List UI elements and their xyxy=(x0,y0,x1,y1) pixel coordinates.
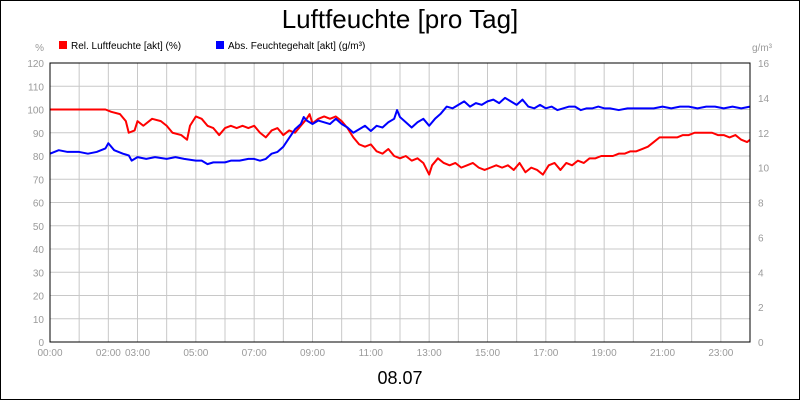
x-tick-label: 03:00 xyxy=(125,348,150,359)
left-tick-label: 80 xyxy=(33,152,45,163)
right-tick-label: 0 xyxy=(758,338,764,349)
left-tick-label: 100 xyxy=(27,106,44,117)
left-tick-label: 110 xyxy=(28,82,44,93)
x-tick-label: 05:00 xyxy=(183,348,208,359)
x-tick-label: 17:00 xyxy=(533,348,558,359)
left-tick-label: 30 xyxy=(33,268,45,279)
right-tick-label: 8 xyxy=(758,199,764,210)
left-axis-ticks: 0 10 20 30 40 50 60 70 80 90 100 110 120 xyxy=(27,59,44,349)
left-tick-label: 40 xyxy=(33,245,45,256)
x-tick-label: 02:00 xyxy=(96,348,121,359)
x-tick-label: 00:00 xyxy=(37,348,62,359)
series-line-abs-humidity xyxy=(49,96,751,166)
x-tick-label: 15:00 xyxy=(475,348,500,359)
x-tick-label: 21:00 xyxy=(650,348,675,359)
x-tick-label: 11:00 xyxy=(359,348,384,359)
left-tick-label: 0 xyxy=(38,338,44,349)
legend-swatch-abs xyxy=(216,41,224,49)
right-axis-ticks: 0 2 4 6 8 10 12 14 16 xyxy=(758,59,770,349)
right-tick-label: 10 xyxy=(758,164,770,175)
left-tick-label: 70 xyxy=(33,175,45,186)
left-tick-label: 60 xyxy=(33,199,45,210)
x-axis-ticks: 00:00 02:00 03:00 05:00 07:00 09:00 11:00 13:00… xyxy=(37,348,733,359)
left-tick-label: 50 xyxy=(33,222,45,233)
right-tick-label: 2 xyxy=(758,303,764,314)
x-tick-label: 09:00 xyxy=(300,348,325,359)
date-label: 08.07 xyxy=(377,368,422,388)
x-tick-label: 13:00 xyxy=(417,348,442,359)
x-tick-label: 23:00 xyxy=(708,348,733,359)
right-tick-label: 12 xyxy=(758,129,770,140)
chart-title: Luftfeuchte [pro Tag] xyxy=(282,4,519,34)
right-axis-unit: g/m³ xyxy=(752,43,773,54)
grid xyxy=(49,62,751,343)
left-tick-label: 20 xyxy=(33,292,45,303)
legend: Rel. Luftfeuchte [akt] (%) Abs. Feuchteg… xyxy=(59,41,365,52)
right-tick-label: 4 xyxy=(758,268,764,279)
x-tick-label: 19:00 xyxy=(592,348,617,359)
legend-label-rel: Rel. Luftfeuchte [akt] (%) xyxy=(71,41,181,52)
plot-border xyxy=(49,62,751,343)
legend-label-abs: Abs. Feuchtegehalt [akt] (g/m³) xyxy=(228,41,365,52)
right-tick-label: 14 xyxy=(758,94,770,105)
x-tick-label: 07:00 xyxy=(242,348,267,359)
left-tick-label: 90 xyxy=(33,129,45,140)
left-tick-label: 10 xyxy=(33,315,45,326)
series-layer xyxy=(49,96,751,176)
right-tick-label: 6 xyxy=(758,233,764,244)
left-axis-unit: % xyxy=(35,43,44,54)
left-tick-label: 120 xyxy=(27,59,44,70)
legend-swatch-rel xyxy=(59,41,67,49)
right-tick-label: 16 xyxy=(758,59,770,70)
series-line-rel-humidity xyxy=(50,108,751,176)
